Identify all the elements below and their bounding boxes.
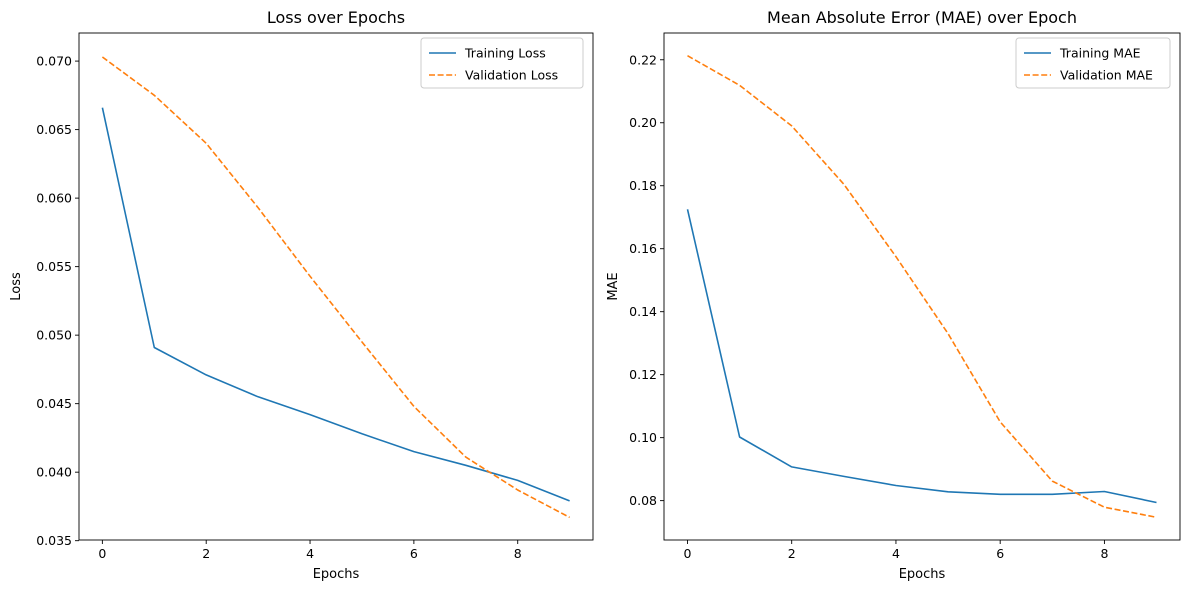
legend: Training MAE Validation MAE	[1015, 37, 1171, 89]
x-tick-label: 6	[410, 546, 418, 561]
x-tick-label: 4	[306, 546, 314, 561]
series-line-1	[686, 209, 1157, 504]
x-axis-label: Epochs	[313, 567, 360, 582]
legend-box	[420, 37, 584, 89]
y-tick-label: 0.060	[36, 191, 72, 206]
legend-box	[1015, 37, 1171, 89]
y-axis-label: Loss	[9, 272, 24, 301]
legend-label: Training MAE	[1059, 46, 1141, 61]
x-tick-label: 2	[788, 546, 796, 561]
y-tick-label: 0.065	[36, 122, 72, 137]
y-tick-label: 0.14	[629, 304, 657, 319]
y-tick-label: 0.050	[36, 328, 72, 343]
y-tick-label: 0.040	[36, 465, 72, 480]
legend: Training Loss Validation Loss	[420, 37, 584, 89]
legend-label: Training Loss	[464, 46, 546, 61]
plot-frame	[78, 32, 594, 541]
y-tick-label: 0.045	[36, 396, 72, 411]
legend-label: Validation MAE	[1060, 68, 1153, 83]
x-tick-label: 2	[202, 546, 210, 561]
y-tick-label: 0.22	[629, 52, 657, 67]
chart-title: Mean Absolute Error (MAE) over Epoch	[767, 8, 1077, 27]
y-tick-label: 0.18	[629, 178, 657, 193]
legend-label: Validation Loss	[465, 68, 558, 83]
x-tick-label: 0	[683, 546, 691, 561]
y-tick-label: 0.055	[36, 259, 72, 274]
y-tick-label: 0.08	[629, 493, 657, 508]
y-axis-label: MAE	[606, 272, 621, 300]
x-tick-label: 4	[892, 546, 900, 561]
y-tick-label: 0.20	[629, 115, 657, 130]
series-line-2	[101, 56, 570, 519]
chart-2: Mean Absolute Error (MAE) over Epoch 0 2 4 6…	[606, 8, 1181, 582]
chart-title: Loss over Epochs	[267, 8, 405, 27]
y-tick-label: 0.12	[629, 367, 657, 382]
y-tick-label: 0.10	[629, 430, 657, 445]
plot-frame	[663, 32, 1181, 541]
x-axis-label: Epochs	[899, 567, 946, 582]
y-tick-label: 0.035	[36, 533, 72, 548]
x-tick-label: 0	[98, 546, 106, 561]
chart-1: Loss over Epochs 0 2 4 6 8 0.035 0.040 0.045 0.05…	[9, 8, 594, 582]
series-line-2	[687, 55, 1157, 519]
x-tick-label: 8	[514, 546, 522, 561]
y-tick-label: 0.070	[36, 54, 72, 69]
x-tick-label: 6	[996, 546, 1004, 561]
y-tick-label: 0.16	[629, 241, 657, 256]
series-line-1	[101, 107, 570, 502]
x-tick-label: 8	[1100, 546, 1108, 561]
